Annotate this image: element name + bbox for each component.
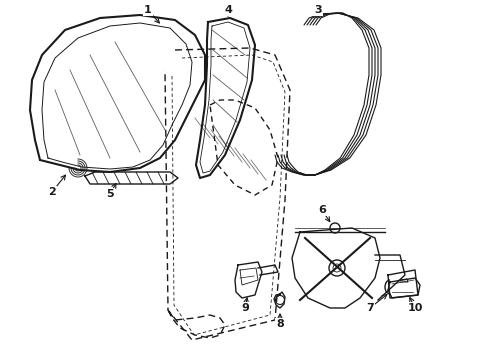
Text: 8: 8 [276, 319, 284, 329]
Text: 4: 4 [224, 5, 232, 15]
Text: 5: 5 [106, 189, 114, 199]
Text: 3: 3 [314, 5, 322, 15]
Text: 7: 7 [366, 303, 374, 313]
Text: 6: 6 [318, 205, 326, 215]
Text: 9: 9 [241, 303, 249, 313]
Text: 2: 2 [48, 187, 56, 197]
Text: 1: 1 [144, 5, 152, 15]
Text: 10: 10 [407, 303, 423, 313]
